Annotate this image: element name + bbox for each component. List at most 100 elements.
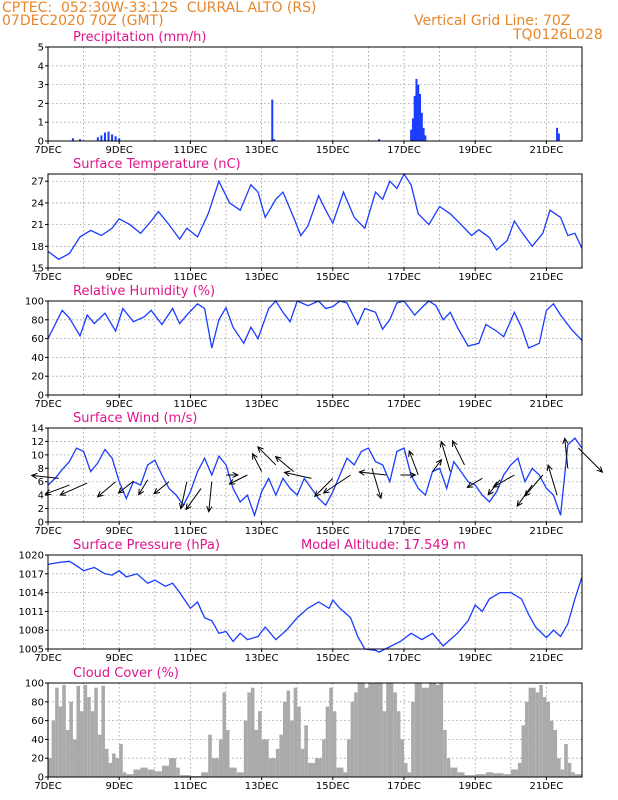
wind-arrow <box>226 471 240 479</box>
cloud-area-segment <box>80 711 84 777</box>
cloud-area-segment <box>90 711 95 777</box>
cloud-area-segment <box>211 758 219 777</box>
precip-ytick-label: 4 <box>38 61 44 72</box>
cloud-area-segment <box>55 687 59 777</box>
temp-xtick-label: 13DEC <box>245 272 279 283</box>
pressure-line <box>47 560 583 653</box>
cloud-area-segment <box>332 711 337 777</box>
wind-line <box>47 437 583 518</box>
rh-ytick-label: 60 <box>31 334 44 345</box>
precip-bar <box>118 138 121 141</box>
cloud-area-segment <box>201 772 209 777</box>
wind-arrow <box>96 481 116 498</box>
cloud-area-segment <box>336 767 344 777</box>
temp-frame <box>47 173 583 269</box>
cloud-area-segment <box>76 685 81 777</box>
cloud-area-segment <box>549 720 554 777</box>
cloud-area-segment <box>58 706 63 777</box>
precip-bar <box>273 139 276 141</box>
wind-xtick-label: 19DEC <box>458 526 492 537</box>
precip-bar <box>96 137 99 141</box>
rh-xtick-label: 7DEC <box>34 399 61 410</box>
pressure-xtick-label: 11DEC <box>174 653 208 664</box>
cloud-area-segment <box>101 685 105 777</box>
cloud-area-segment <box>382 711 387 777</box>
temp-ytick-label: 21 <box>31 220 44 231</box>
temp-xtick-label: 7DEC <box>34 272 61 283</box>
cloud-area-segment <box>229 767 237 777</box>
cloud-area-segment <box>457 772 465 777</box>
cloud-ytick-label: 40 <box>31 735 44 746</box>
precip-bar <box>413 95 416 141</box>
cloud-area-segment <box>258 711 262 777</box>
temp-xtick-label: 9DEC <box>106 272 133 283</box>
pressure-xtick-label: 15DEC <box>316 653 350 664</box>
cloud-area-segment <box>275 748 280 777</box>
cloud-area-segment <box>254 730 259 777</box>
wind-arrow <box>408 449 419 476</box>
precip-xtick-label: 7DEC <box>34 145 61 156</box>
cloud-xtick-label: 11DEC <box>174 781 208 792</box>
cloud-area-segment <box>208 734 212 777</box>
rh-xtick-label: 11DEC <box>174 399 208 410</box>
wind-arrow <box>138 479 149 496</box>
wind-arrow <box>178 481 188 510</box>
cloud-ytick-label: 100 <box>25 679 44 690</box>
cloud-xtick-label: 15DEC <box>316 781 350 792</box>
rh-ytick-label: 100 <box>25 297 44 308</box>
cloud-area-segment <box>443 730 447 777</box>
cloud-area-segment <box>62 684 66 777</box>
cloud-xtick-label: 7DEC <box>34 781 61 792</box>
cloud-area-segment <box>357 683 365 777</box>
precip-xtick-label: 9DEC <box>106 145 133 156</box>
cloud-area-segment <box>404 762 408 777</box>
precip-bar <box>71 138 74 141</box>
cloud-area-segment <box>414 683 422 777</box>
cloud-area-segment <box>528 687 536 777</box>
cloud-area-segment <box>560 769 565 777</box>
header-code: TQ0126L028 <box>513 27 603 43</box>
temp-xtick-label: 21DEC <box>530 272 564 283</box>
cloud-area-segment <box>97 734 102 777</box>
precip-bar <box>79 139 82 141</box>
cloud-area-segment <box>112 753 116 777</box>
cloud-area-segment <box>411 701 415 777</box>
cloud-frame <box>47 682 583 778</box>
wind-xtick-label: 15DEC <box>316 526 350 537</box>
rh-ytick-label: 0 <box>38 391 44 402</box>
cloud-area-segment <box>517 762 522 777</box>
cloud-area-segment <box>521 725 526 777</box>
precip-xtick-label: 21DEC <box>530 145 564 156</box>
wind-arrow <box>44 484 70 496</box>
cloud-area-segment <box>386 683 394 777</box>
pressure-xtick-label: 17DEC <box>387 653 421 664</box>
cloud-area-segment <box>48 758 52 777</box>
wind-arrow <box>228 474 248 485</box>
cloud-area-segment <box>250 687 255 777</box>
cloud-area-segment <box>247 692 251 777</box>
precip-xtick-label: 13DEC <box>245 145 279 156</box>
pressure-ytick-label: 1017 <box>19 569 44 580</box>
cloud-area-segment <box>546 701 550 777</box>
cloud-area-segment <box>87 697 91 777</box>
cloud-area-segment <box>179 775 191 777</box>
cloud-area-segment <box>293 687 298 777</box>
precip-ytick-label: 3 <box>38 80 44 91</box>
temp-xtick-label: 19DEC <box>458 272 492 283</box>
precip-ytick-label: 5 <box>38 43 44 54</box>
cloud-area-segment <box>236 772 244 777</box>
precip-bar <box>100 135 103 141</box>
header-date: 07DEC2020 70Z (GMT) <box>2 13 164 29</box>
wind-arrow <box>185 488 202 511</box>
precip-title: Precipitation (mm/h) <box>73 30 206 45</box>
wind-arrow <box>439 440 451 472</box>
precip-ytick-label: 0 <box>38 137 44 148</box>
cloud-area-segment <box>304 725 308 777</box>
cloud-area-segment <box>464 775 476 777</box>
precip-bar <box>420 112 423 141</box>
wind-arrow <box>59 482 88 496</box>
cloud-area-segment <box>503 774 511 777</box>
cloud-area-segment <box>571 772 575 777</box>
rh-xtick-label: 21DEC <box>530 399 564 410</box>
